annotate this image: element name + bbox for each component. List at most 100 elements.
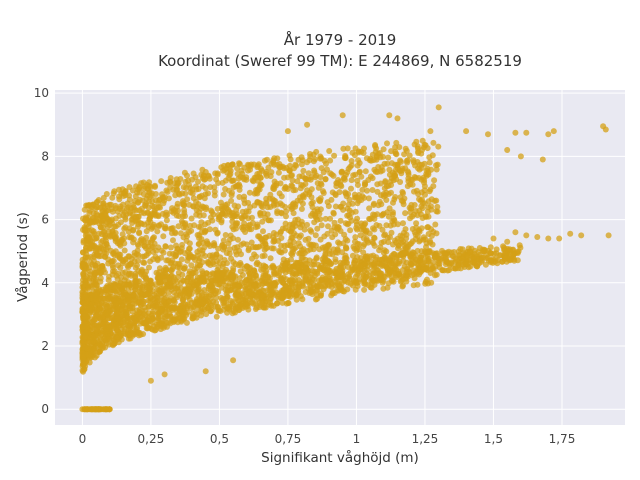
data-point [128,270,135,277]
data-point [160,249,167,256]
data-point [289,172,295,179]
data-point [431,254,438,261]
data-point [239,215,246,222]
data-point [300,167,307,174]
data-point [395,242,402,248]
data-point [306,241,313,248]
data-point [390,216,397,223]
data-point [316,277,323,284]
data-point [297,267,303,274]
data-point [422,142,429,149]
data-point [363,270,370,277]
data-point [361,286,368,293]
data-point [306,257,313,264]
data-point [156,278,163,285]
data-point [154,228,161,235]
data-point [220,306,227,313]
data-point [92,248,99,255]
data-point [332,258,339,265]
data-point [198,219,205,226]
data-point [308,228,315,235]
data-point [209,252,216,259]
data-point [259,292,266,299]
data-point [180,184,187,191]
data-point [241,196,247,203]
data-point [97,278,104,285]
data-point [398,158,404,165]
data-point [413,269,419,276]
data-point [245,290,252,297]
data-point [143,228,150,235]
data-point [282,225,289,232]
data-point [393,139,400,146]
data-point [438,255,445,262]
data-point [307,246,314,253]
data-point [214,230,221,237]
data-point [241,220,248,227]
data-point [383,222,390,229]
data-point [166,298,173,305]
data-point [245,208,252,215]
data-point [252,244,259,251]
data-point [248,239,255,246]
data-point [185,177,192,184]
data-point [306,189,313,196]
data-point [377,244,384,251]
data-point [120,201,126,208]
data-point [429,265,436,272]
data-point [90,406,97,413]
data-point [206,175,213,182]
data-point [168,267,175,274]
data-point [307,153,314,160]
data-point [155,310,162,317]
data-point [205,190,211,197]
data-point [256,299,263,306]
data-point [379,211,386,218]
data-point [392,161,399,168]
data-point [262,241,269,248]
data-point [419,205,426,212]
data-point [263,234,270,241]
data-point [332,192,339,199]
data-point [336,240,343,247]
data-point [226,305,233,312]
data-point [290,210,297,217]
data-point [126,184,133,191]
data-point [100,266,107,273]
data-point [236,194,243,200]
data-point [282,204,289,210]
data-point [330,210,337,217]
data-point [435,104,442,111]
x-tick-label: 1,75 [549,432,576,446]
data-point [222,232,229,238]
data-point [400,201,407,208]
data-point [330,246,337,253]
data-point [115,221,122,228]
data-point [218,199,224,206]
data-point [283,276,290,283]
data-point [83,250,90,257]
data-point [430,183,437,190]
data-point [297,194,303,201]
data-point [413,220,420,227]
data-point [147,318,154,324]
data-point [297,250,304,256]
data-point [229,189,235,196]
data-point [131,252,138,259]
data-point [337,263,344,270]
data-point [130,227,137,234]
data-point [228,275,235,282]
data-point [310,158,317,165]
data-point [258,200,265,207]
data-point [120,190,127,196]
data-point [132,218,139,225]
data-point [408,205,415,212]
data-point [173,242,180,249]
data-point [196,246,203,253]
data-point [96,346,103,353]
data-point [339,274,346,281]
data-point [86,234,92,240]
data-point [252,283,259,290]
data-point [418,252,425,259]
